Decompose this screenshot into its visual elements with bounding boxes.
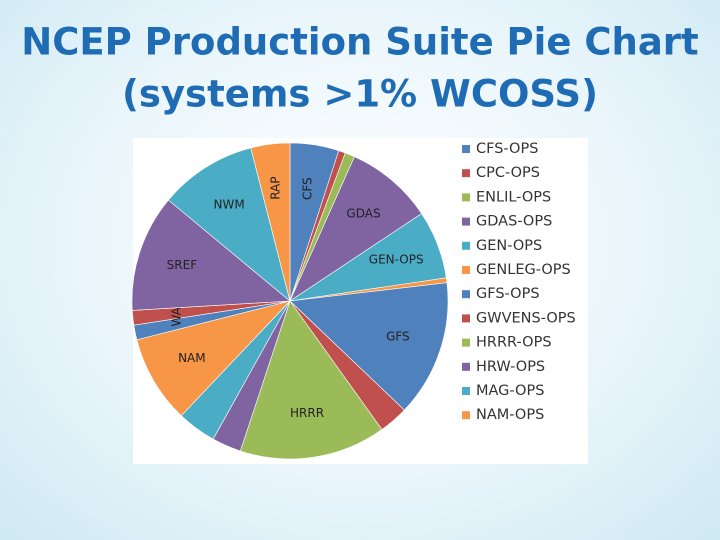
legend-swatch bbox=[462, 314, 470, 323]
slice-label: GDAS bbox=[346, 207, 380, 221]
legend-swatch bbox=[462, 290, 470, 299]
slice-label: NAM bbox=[178, 351, 206, 365]
slice-label: CFS bbox=[300, 177, 314, 200]
slice-label: GEN-OPS bbox=[369, 253, 424, 267]
legend-label: ENLIL-OPS bbox=[476, 189, 551, 205]
slice-label: NWM bbox=[214, 197, 245, 211]
slice-label: GFS bbox=[386, 330, 410, 344]
pie-slice bbox=[136, 300, 291, 417]
legend-swatch bbox=[462, 387, 470, 395]
legend-label: HRW-OPS bbox=[476, 359, 545, 375]
legend-swatch bbox=[462, 193, 470, 202]
pie-slice bbox=[289, 156, 423, 302]
legend-swatch bbox=[462, 241, 470, 250]
pie-slice bbox=[131, 199, 291, 311]
legend-swatch bbox=[462, 362, 470, 371]
pie-slice bbox=[239, 300, 383, 460]
legend-label: GWVENS-OPS bbox=[476, 310, 576, 326]
pie-slice bbox=[168, 147, 291, 302]
slice-label: RAP bbox=[268, 176, 282, 199]
legend-label: NAM-OPS bbox=[476, 407, 544, 423]
legend-label: GFS-OPS bbox=[476, 286, 540, 302]
legend-swatch bbox=[462, 411, 470, 420]
legend-swatch bbox=[462, 338, 470, 347]
pie-slice bbox=[289, 282, 449, 411]
legend-swatch bbox=[462, 145, 470, 153]
legend-label: MAG-OPS bbox=[476, 383, 544, 399]
title: (systems >1% WCOSS) bbox=[122, 73, 598, 116]
legend-label: CPC-OPS bbox=[476, 165, 540, 181]
legend-label: HRRR-OPS bbox=[476, 335, 552, 351]
legend-label: GEN-OPS bbox=[476, 238, 542, 254]
pie-slice bbox=[250, 142, 291, 302]
legend-swatch bbox=[462, 169, 470, 178]
legend-label: GDAS-OPS bbox=[476, 214, 552, 230]
legend-swatch bbox=[462, 266, 470, 274]
slice-label: SREF bbox=[167, 258, 198, 272]
legend-label: CFS-OPS bbox=[476, 141, 538, 157]
legend-label: GENLEG-OPS bbox=[476, 262, 571, 278]
title: NCEP Production Suite Pie Chart bbox=[21, 21, 698, 64]
slice-label: HRRR bbox=[290, 406, 324, 420]
legend-swatch bbox=[462, 217, 470, 226]
